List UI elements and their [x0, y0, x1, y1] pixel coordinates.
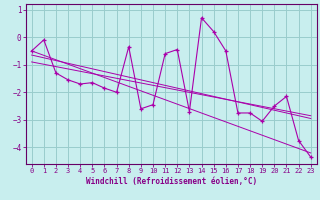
- X-axis label: Windchill (Refroidissement éolien,°C): Windchill (Refroidissement éolien,°C): [86, 177, 257, 186]
